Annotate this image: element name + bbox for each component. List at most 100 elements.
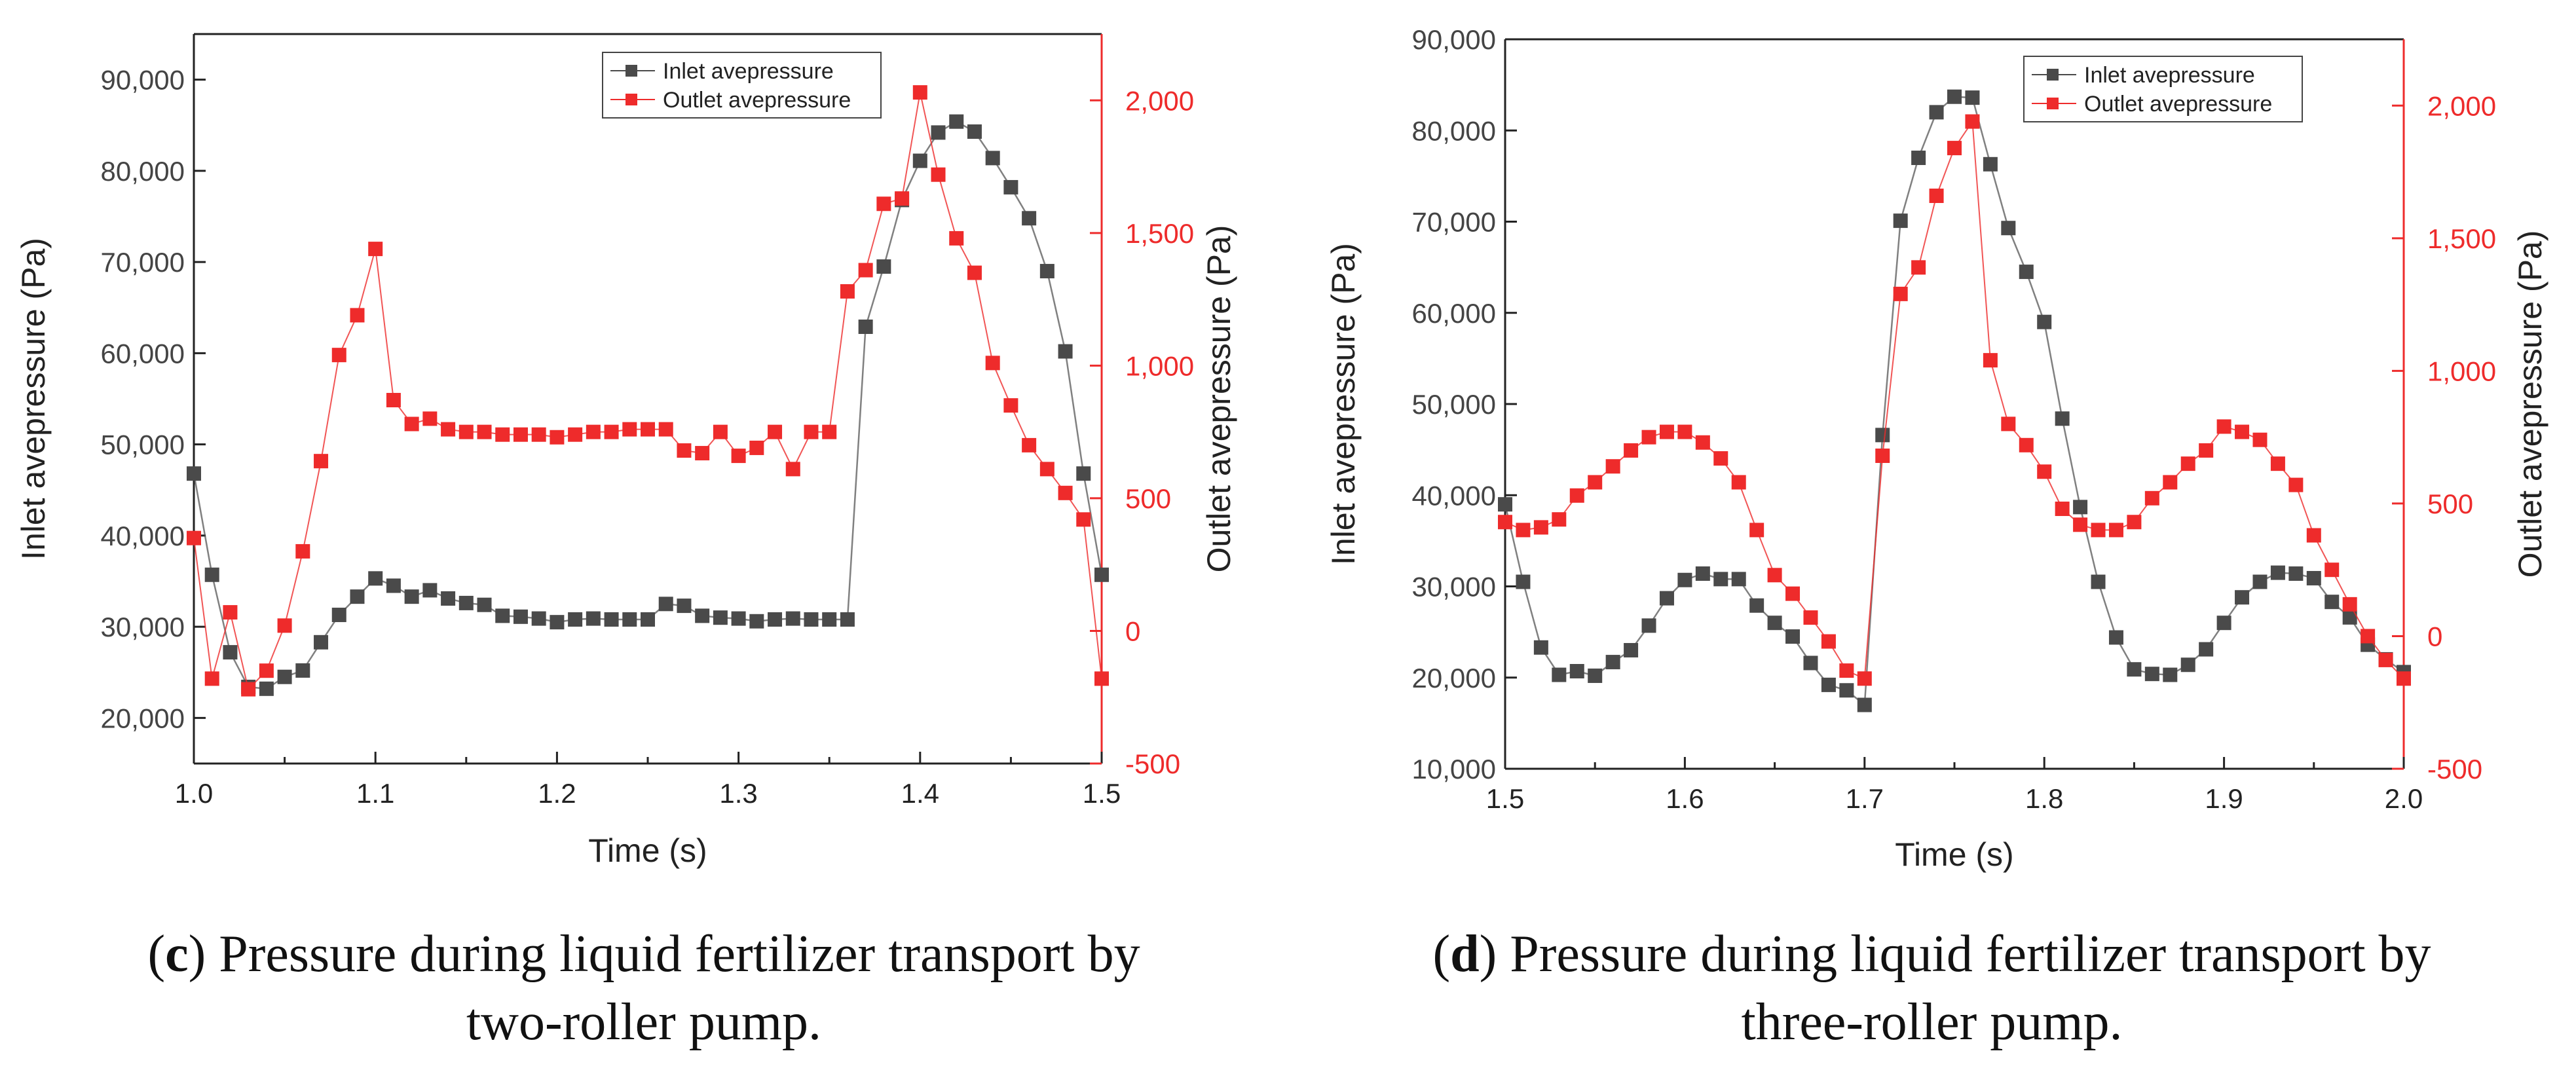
inlet-data-point [1749, 598, 1764, 613]
x-tick-label: 1.1 [356, 778, 394, 809]
outlet-data-point [967, 265, 982, 280]
inlet-data-point [949, 114, 964, 129]
inlet-data-point [2342, 610, 2357, 625]
outlet-data-point [1893, 286, 1908, 301]
outlet-data-point [822, 424, 837, 439]
outlet-data-point [1731, 475, 1746, 490]
inlet-data-point [785, 611, 800, 626]
inlet-data-point [658, 597, 673, 612]
inlet-data-point [187, 466, 201, 481]
left-tick-label: 70,000 [101, 247, 185, 278]
outlet-data-point [1022, 437, 1037, 452]
x-tick-label: 1.4 [901, 778, 939, 809]
left-tick-label: 90,000 [101, 65, 185, 96]
outlet-data-point [368, 242, 383, 257]
caption-d-label: d [1450, 925, 1480, 983]
outlet-data-point [2144, 490, 2159, 506]
right-y-axis-title: Outlet avepressure (Pa) [2512, 230, 2548, 578]
outlet-data-point [187, 530, 201, 545]
inlet-data-point [404, 589, 419, 604]
outlet-data-point [985, 356, 1000, 371]
inlet-data-point [912, 153, 927, 168]
inlet-data-point [2055, 411, 2070, 426]
inlet-data-point [858, 319, 873, 334]
outlet-data-point [1516, 523, 1531, 538]
outlet-data-point [804, 424, 819, 439]
x-tick-label: 1.6 [1666, 783, 1704, 814]
inlet-data-point [2288, 566, 2304, 581]
inlet-data-point [1731, 572, 1746, 587]
inlet-data-point [1076, 466, 1091, 481]
x-tick-label: 1.7 [1846, 783, 1884, 814]
caption-d: (d) Pressure during liquid fertilizer tr… [1432, 925, 2431, 1051]
inlet-data-point [259, 681, 274, 696]
right-tick-label: 1,500 [1125, 218, 1194, 249]
left-tick-label: 90,000 [1412, 24, 1496, 55]
outlet-data-point [1659, 424, 1674, 439]
inlet-data-point [2199, 642, 2214, 657]
caption-d-line1: Pressure during liquid fertilizer transp… [1510, 925, 2431, 983]
inlet-data-point [277, 669, 292, 684]
outlet-data-point [2270, 456, 2285, 471]
outlet-data-point [2037, 464, 2052, 479]
outlet-data-point [2001, 416, 2016, 432]
inlet-data-point [985, 151, 1000, 166]
outlet-data-point [2361, 629, 2376, 644]
outlet-data-point [858, 263, 873, 278]
chart-panel-c: 1.0 1.1 1.2 1.3 1.4 1.5 20,000 30,000 40,000 50,0… [15, 33, 1237, 869]
legend-marker [2047, 69, 2059, 81]
outlet-data-point [404, 416, 419, 432]
inlet-data-point [1677, 572, 1692, 587]
left-y-axis-title: Inlet avepressure (Pa) [15, 238, 52, 560]
left-y-axis-title: Inlet avepressure (Pa) [1325, 243, 1362, 565]
outlet-data-point [331, 348, 346, 363]
inlet-data-point [1058, 344, 1073, 359]
outlet-data-point [259, 663, 274, 678]
chart-panel-d: 1.5 1.6 1.7 1.8 1.9 2.0 10,000 20,000 30,000 40,0… [1325, 24, 2548, 873]
inlet-data-point [1569, 664, 1584, 679]
outlet-data-point [1677, 424, 1692, 439]
outlet-data-point [2252, 432, 2268, 447]
outlet-data-point [1749, 523, 1764, 538]
outlet-data-point [350, 308, 365, 323]
outlet-data-point [695, 446, 710, 461]
outlet-data-point [1803, 610, 1818, 625]
inlet-data-point [477, 597, 492, 612]
inlet-data-point [1947, 89, 1962, 104]
inlet-data-point [495, 608, 510, 623]
left-tick-label: 10,000 [1412, 754, 1496, 784]
outlet-data-point [1929, 189, 1944, 204]
x-tick-label: 1.9 [2205, 783, 2243, 814]
inlet-data-point [1839, 683, 1854, 698]
outlet-data-point [2108, 523, 2123, 538]
x-axis-title: Time (s) [588, 832, 707, 869]
inlet-data-point [2127, 662, 2142, 677]
outlet-data-point [531, 427, 546, 442]
inlet-data-point [931, 125, 946, 140]
outlet-data-point [1695, 435, 1710, 450]
outlet-data-point [1498, 515, 1512, 530]
caption-c-line1: Pressure during liquid fertilizer transp… [219, 925, 1140, 983]
legend-label: Inlet avepressure [663, 59, 834, 84]
x-tick-label: 1.3 [719, 778, 757, 809]
legend-box [602, 52, 882, 119]
right-tick-label: 500 [1125, 483, 1171, 514]
outlet-data-point [1588, 475, 1603, 490]
inlet-data-point [513, 609, 528, 624]
left-tick-label: 70,000 [1412, 207, 1496, 238]
inlet-data-point [1713, 572, 1728, 587]
inlet-data-point [1785, 629, 1801, 644]
outlet-data-point [2180, 456, 2195, 471]
outlet-data-point [641, 422, 655, 437]
outlet-data-point [458, 424, 474, 439]
inlet-data-point [2073, 500, 2088, 515]
right-tick-label: 0 [1125, 616, 1140, 646]
inlet-data-point [1803, 655, 1818, 671]
inlet-data-point [1094, 567, 1109, 582]
outlet-data-point [1569, 488, 1584, 503]
inlet-data-point [1965, 90, 1980, 105]
inlet-data-point [1588, 668, 1603, 683]
outlet-series-line [193, 92, 1102, 691]
inlet-data-point [204, 567, 219, 582]
caption-d-line2: three-roller pump. [1741, 993, 2123, 1051]
